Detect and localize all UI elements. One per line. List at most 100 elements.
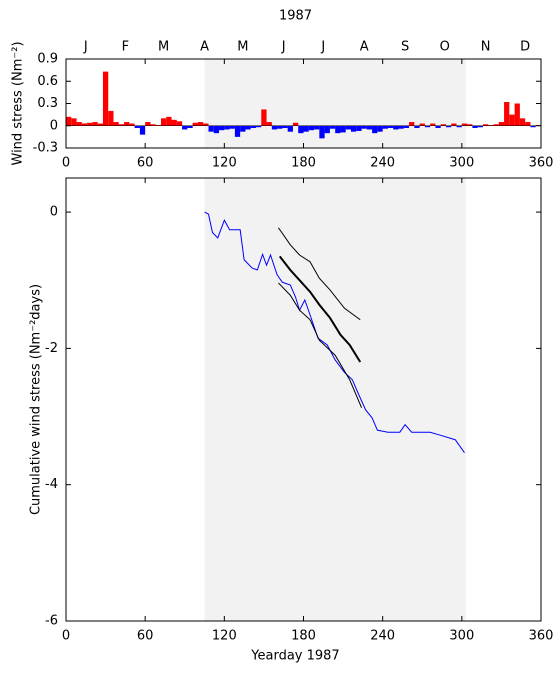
bar bbox=[519, 118, 526, 126]
month-label: A bbox=[360, 40, 369, 55]
bar bbox=[319, 125, 325, 139]
month-label: O bbox=[440, 40, 450, 55]
bar bbox=[150, 124, 156, 126]
bar bbox=[298, 125, 304, 134]
bar bbox=[493, 124, 499, 126]
month-label: S bbox=[401, 40, 409, 55]
bar bbox=[377, 125, 383, 132]
bar bbox=[504, 102, 510, 126]
bar bbox=[129, 123, 135, 126]
bar bbox=[266, 122, 272, 126]
bar bbox=[372, 125, 378, 134]
bar bbox=[113, 122, 119, 126]
month-label: J bbox=[281, 40, 286, 55]
bar bbox=[488, 125, 494, 126]
bar bbox=[187, 125, 193, 128]
x-tick-label: 300 bbox=[449, 629, 474, 644]
bar bbox=[314, 125, 320, 130]
bar bbox=[498, 122, 505, 126]
x-tick-label: 360 bbox=[529, 156, 554, 171]
month-label: J bbox=[320, 40, 325, 55]
x-axis-label: Yearday 1987 bbox=[250, 649, 339, 664]
bar bbox=[166, 116, 172, 126]
month-label: A bbox=[200, 40, 209, 55]
bar bbox=[387, 125, 394, 128]
bar bbox=[213, 125, 220, 134]
bar bbox=[509, 114, 515, 126]
series-line bbox=[204, 211, 465, 453]
month-label: J bbox=[83, 40, 88, 55]
bar bbox=[472, 125, 478, 128]
bar bbox=[134, 125, 140, 128]
bar bbox=[234, 125, 241, 137]
bar bbox=[197, 122, 204, 126]
series-line bbox=[278, 282, 363, 408]
bar bbox=[482, 124, 489, 126]
bar bbox=[97, 123, 103, 126]
bar bbox=[182, 125, 188, 130]
bar bbox=[155, 125, 161, 126]
bar bbox=[340, 125, 346, 133]
bar bbox=[467, 124, 473, 126]
bar bbox=[525, 122, 531, 126]
bar bbox=[456, 125, 462, 128]
bar bbox=[66, 116, 72, 126]
bar bbox=[477, 125, 483, 128]
bar bbox=[282, 125, 288, 128]
bar bbox=[256, 125, 262, 128]
bar bbox=[208, 125, 214, 132]
bar bbox=[224, 125, 230, 130]
bar bbox=[414, 125, 420, 128]
y-tick-label: -6 bbox=[45, 614, 58, 629]
bar bbox=[356, 125, 362, 131]
bar bbox=[145, 122, 151, 126]
bar bbox=[87, 122, 93, 126]
x-tick-label: 60 bbox=[137, 629, 154, 644]
bar bbox=[171, 119, 177, 126]
bar bbox=[161, 118, 167, 126]
bar bbox=[308, 125, 315, 131]
bar bbox=[118, 124, 125, 126]
shaded-period bbox=[204, 59, 466, 148]
bar bbox=[514, 103, 520, 126]
y-tick-label: -4 bbox=[45, 477, 58, 492]
y-axis-label: Cumulative wind stress (Nm⁻²days) bbox=[29, 284, 44, 515]
bar bbox=[203, 123, 209, 126]
bar bbox=[229, 125, 235, 129]
bar bbox=[261, 109, 267, 126]
bar bbox=[366, 125, 373, 130]
bar bbox=[424, 125, 431, 128]
bar bbox=[192, 122, 198, 126]
x-tick-label: 120 bbox=[212, 629, 237, 644]
bar bbox=[76, 122, 82, 126]
x-tick-label: 180 bbox=[291, 156, 316, 171]
month-label: D bbox=[520, 40, 530, 55]
bar bbox=[92, 122, 98, 126]
x-tick-label: 60 bbox=[137, 156, 154, 171]
bar bbox=[219, 125, 225, 131]
bar bbox=[271, 125, 278, 130]
bar bbox=[303, 125, 309, 132]
bar bbox=[451, 123, 457, 126]
bar bbox=[409, 122, 415, 126]
bar bbox=[324, 125, 330, 134]
y-tick-label: 0 bbox=[50, 118, 58, 133]
month-label: F bbox=[122, 40, 129, 55]
bar bbox=[287, 125, 293, 132]
bar bbox=[382, 125, 388, 129]
bar bbox=[81, 123, 88, 126]
chart-title: 1987 bbox=[279, 9, 312, 24]
bar bbox=[361, 125, 367, 129]
bar bbox=[245, 125, 251, 130]
bar bbox=[430, 123, 436, 126]
y-axis-label: Wind stress (Nm⁻²) bbox=[11, 41, 26, 165]
y-tick-label: 0.6 bbox=[37, 74, 58, 89]
x-tick-label: 0 bbox=[62, 156, 70, 171]
bar bbox=[403, 125, 410, 128]
bar bbox=[102, 71, 109, 126]
bar bbox=[345, 125, 351, 130]
y-tick-label: 0.3 bbox=[37, 96, 58, 111]
x-tick-label: 360 bbox=[529, 629, 554, 644]
